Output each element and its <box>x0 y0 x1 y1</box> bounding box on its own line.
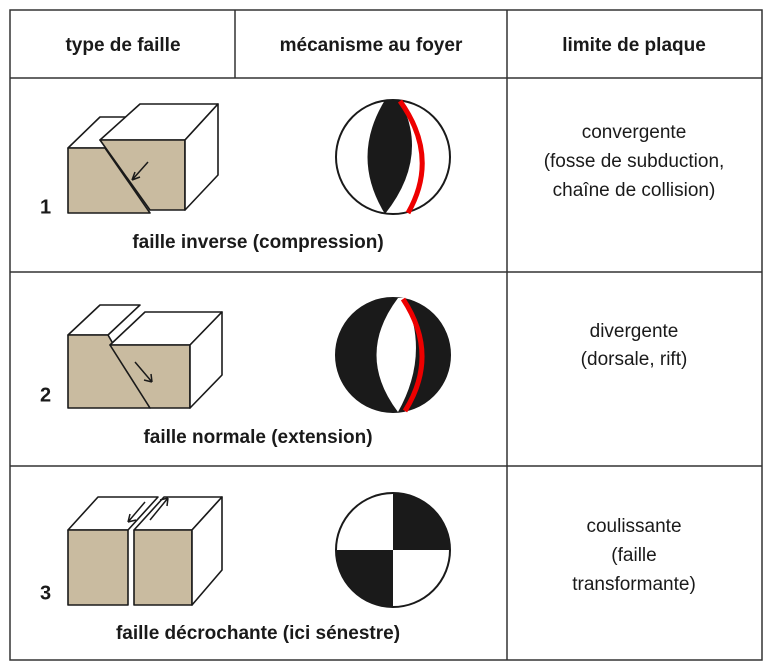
plate-text: transformante) <box>572 574 696 595</box>
fault-label: faille décrochante (ici sénestre) <box>116 623 400 644</box>
row-number: 3 <box>40 582 51 604</box>
plate-text: (fosse de subduction, <box>544 151 725 172</box>
plate-text: (dorsale, rift) <box>581 349 688 370</box>
block-diagram <box>67 496 223 606</box>
fault-label: faille normale (extension) <box>143 427 372 448</box>
row-number: 2 <box>40 384 51 406</box>
plate-text: convergente <box>582 122 687 143</box>
block-diagram <box>67 304 223 409</box>
beach-ball <box>335 492 451 608</box>
header-cell: type de faille <box>65 35 180 56</box>
fault-label: faille inverse (compression) <box>132 232 383 253</box>
beach-ball <box>335 297 451 413</box>
plate-text: coulissante <box>586 516 681 537</box>
header-cell: limite de plaque <box>562 35 706 56</box>
plate-text: (faille <box>611 545 656 566</box>
header-cell: mécanisme au foyer <box>280 35 463 56</box>
plate-text: divergente <box>590 321 679 342</box>
beach-ball <box>335 99 451 215</box>
row-number: 1 <box>40 196 51 218</box>
block-diagram <box>67 103 219 214</box>
table-border <box>9 9 763 661</box>
plate-text: chaîne de collision) <box>553 180 716 201</box>
